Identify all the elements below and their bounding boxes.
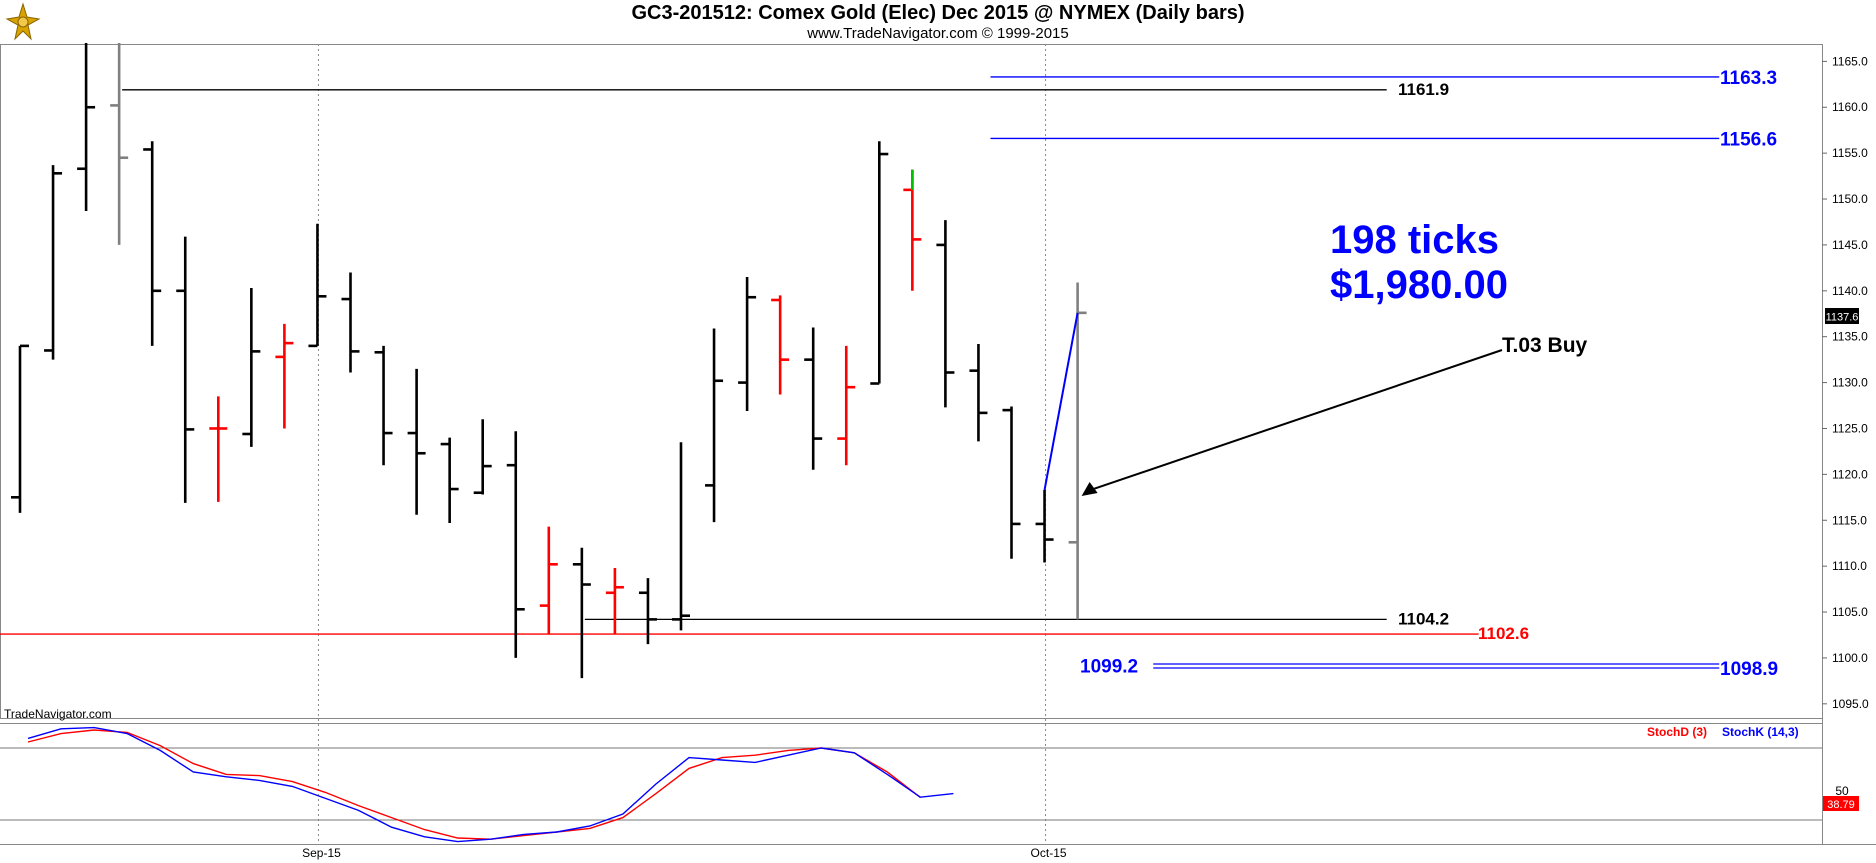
- stochd-legend: StochD (3): [1647, 725, 1707, 739]
- y-tick-label: 1115.0: [1832, 513, 1867, 527]
- last-price-label: 1137.6: [1826, 312, 1859, 324]
- level-label: 1156.6: [1720, 129, 1777, 150]
- stoch-line: [27, 726, 954, 843]
- buy-arrow: [1093, 349, 1503, 490]
- stoch-last-tag: [1823, 796, 1859, 811]
- ohlc-bars: [11, 43, 1087, 679]
- level-label: 1099.2: [1080, 656, 1138, 677]
- stoch-last-label: 38.79: [1827, 799, 1855, 811]
- stochastic-panel: [0, 726, 1822, 843]
- y-tick-label: 1145.0: [1832, 238, 1868, 252]
- y-tick-label: 1140.0: [1832, 284, 1868, 298]
- dollar-label: $1,980.00: [1330, 263, 1508, 307]
- stoch-tick-50: 50: [1835, 784, 1849, 798]
- x-tick-label: Oct-15: [1031, 846, 1067, 860]
- y-tick-label: 1125.0: [1832, 421, 1868, 435]
- x-tick-label: Sep-15: [302, 846, 341, 860]
- stoch-line: [27, 729, 921, 840]
- y-tick-label: 1165.0: [1832, 54, 1868, 68]
- trade-annotation: 198 ticks$1,980.00 T.03 Buy: [1043, 218, 1588, 496]
- last-price-tag: [1825, 308, 1859, 324]
- y-tick-label: 1095.0: [1832, 697, 1869, 711]
- y-tick-label: 1155.0: [1832, 146, 1868, 160]
- price-axis: 1165.0 1160.0 1155.0 1150.0 1145.0 1140.0 1135…: [1822, 54, 1869, 711]
- tradenavigator-logo-icon: [5, 2, 41, 41]
- chart-subtitle: www.TradeNavigator.com © 1999-2015: [807, 25, 1069, 42]
- y-tick-label: 1100.0: [1832, 651, 1868, 665]
- y-tick-label: 1120.0: [1832, 467, 1868, 481]
- month-gridlines: [317, 44, 1047, 844]
- y-tick-label: 1150.0: [1832, 192, 1868, 206]
- y-tick-label: 1160.0: [1832, 100, 1868, 114]
- y-tick-label: 1130.0: [1832, 376, 1868, 390]
- level-label: 1104.2: [1398, 609, 1449, 628]
- level-label: 1161.9: [1398, 80, 1449, 99]
- chart-title: GC3-201512: Comex Gold (Elec) Dec 2015 @…: [631, 2, 1245, 24]
- level-label: 1102.6: [1478, 624, 1529, 643]
- level-label: 1098.9: [1720, 659, 1778, 680]
- ticks-label: 198 ticks: [1330, 218, 1499, 262]
- price-levels: 1163.3 1161.9 1156.6 1104.2 1102.6 1098.9 1099…: [0, 68, 1778, 680]
- title-bar: GC3-201512: Comex Gold (Elec) Dec 2015 @…: [0, 0, 1876, 44]
- watermark: TradeNavigator.com: [4, 707, 112, 721]
- stochk-legend: StochK (14,3): [1722, 725, 1799, 739]
- buy-label: T.03 Buy: [1502, 334, 1588, 357]
- buy-arrowhead: [1081, 481, 1098, 496]
- y-tick-label: 1135.0: [1832, 330, 1868, 344]
- y-tick-label: 1110.0: [1832, 559, 1867, 573]
- plot-frame: [0, 44, 1823, 719]
- level-label: 1163.3: [1720, 68, 1777, 89]
- y-tick-label: 1105.0: [1832, 605, 1868, 619]
- move-line: [1043, 312, 1079, 491]
